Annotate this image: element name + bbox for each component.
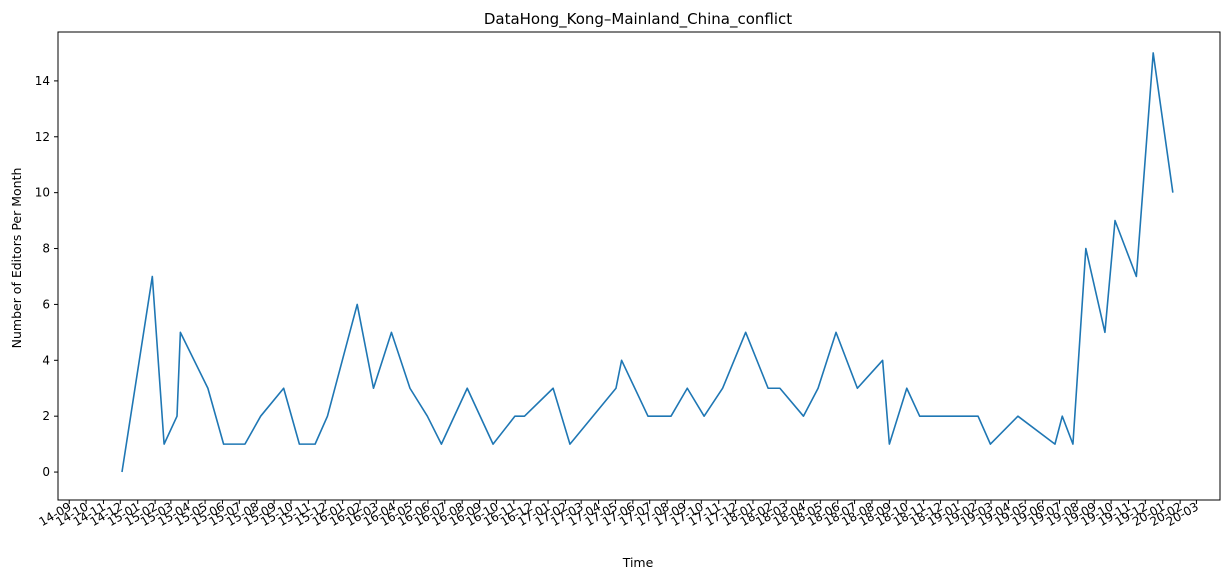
data-point <box>179 331 181 333</box>
data-point <box>121 471 123 473</box>
data-point <box>440 443 442 445</box>
chart-title: DataHong_Kong–Mainland_China_conflict <box>484 10 792 29</box>
data-point <box>779 387 781 389</box>
data-point <box>1104 331 1106 333</box>
data-point <box>835 331 837 333</box>
plot-area <box>57 31 1221 501</box>
data-point <box>703 415 705 417</box>
data-point <box>906 387 908 389</box>
data-point <box>1017 415 1019 417</box>
data-point <box>314 443 316 445</box>
data-point <box>888 443 890 445</box>
data-point <box>882 359 884 361</box>
x-axis-label: Time <box>622 555 654 570</box>
data-point <box>372 387 374 389</box>
data-point <box>569 443 571 445</box>
data-point <box>356 303 358 305</box>
data-point <box>552 387 554 389</box>
data-point <box>1152 52 1154 54</box>
data-point <box>492 443 494 445</box>
data-point <box>283 387 285 389</box>
data-point <box>523 415 525 417</box>
data-point <box>1172 192 1174 194</box>
data-point <box>1135 275 1137 277</box>
data-point <box>977 415 979 417</box>
data-point <box>298 443 300 445</box>
y-tick-label: 12 <box>35 130 50 144</box>
y-axis-label: Number of Editors Per Month <box>9 168 24 349</box>
data-point <box>722 387 724 389</box>
data-point <box>745 331 747 333</box>
data-point <box>244 443 246 445</box>
series-group <box>121 52 1174 473</box>
y-tick-label: 8 <box>42 242 50 256</box>
data-point <box>670 415 672 417</box>
data-point <box>1061 415 1063 417</box>
data-point <box>1085 248 1087 250</box>
y-tick-label: 4 <box>42 353 50 367</box>
y-tick-label: 6 <box>42 297 50 311</box>
y-tick-label: 0 <box>42 465 50 479</box>
data-point <box>223 443 225 445</box>
data-point <box>514 415 516 417</box>
data-point <box>647 415 649 417</box>
data-point <box>686 387 688 389</box>
data-point <box>856 387 858 389</box>
data-point <box>621 359 623 361</box>
y-tick-label: 14 <box>35 74 50 88</box>
data-point <box>767 387 769 389</box>
data-point <box>802 415 804 417</box>
data-point <box>1114 220 1116 222</box>
data-point <box>1054 443 1056 445</box>
data-point <box>390 331 392 333</box>
data-point <box>163 443 165 445</box>
y-tick-label: 2 <box>42 409 50 423</box>
data-point <box>1072 443 1074 445</box>
data-point <box>176 415 178 417</box>
data-point <box>989 443 991 445</box>
series-line-0 <box>121 52 1174 473</box>
y-tick-label: 10 <box>35 186 50 200</box>
data-point <box>817 387 819 389</box>
y-axis-ticks: 0 2 4 6 8 10 12 14 <box>35 74 58 479</box>
data-point <box>466 387 468 389</box>
data-point <box>409 387 411 389</box>
plot-frame <box>57 31 1221 501</box>
data-point <box>615 387 617 389</box>
data-point <box>151 275 153 277</box>
data-point <box>260 415 262 417</box>
data-point <box>207 387 209 389</box>
data-point <box>426 415 428 417</box>
x-axis-ticks: 14-0914-1014-1114-1215-0115-0215-0315-04… <box>37 499 1201 529</box>
data-point <box>919 415 921 417</box>
data-point <box>326 415 328 417</box>
